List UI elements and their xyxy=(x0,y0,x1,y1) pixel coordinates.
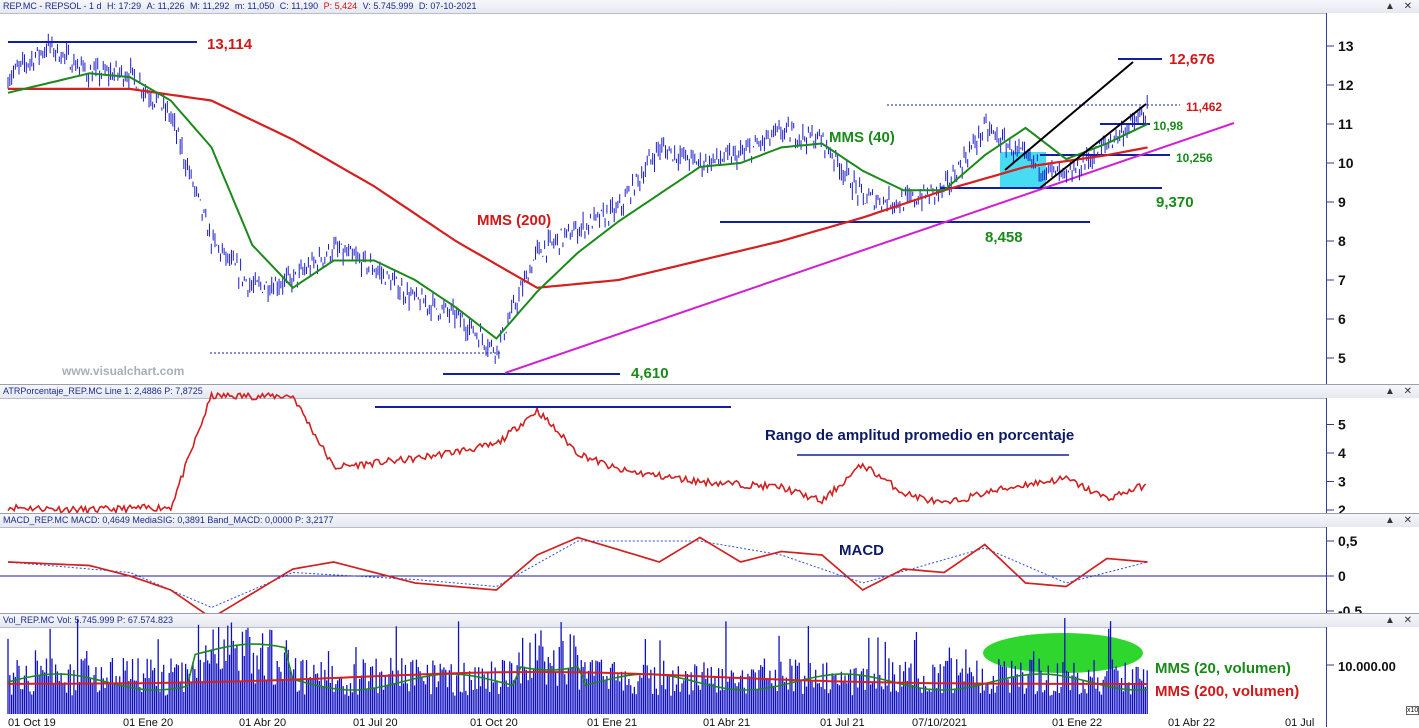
panel-window-buttons[interactable]: ▲ ✕ xyxy=(1384,515,1415,526)
label-mms40: MMS (40) xyxy=(829,129,895,146)
atr-line xyxy=(7,390,1147,516)
volume-chart: 01 Oct 19 01 Ene 20 01 Abr 20 01 Jul 20 01 O… xyxy=(7,618,1334,728)
y-tick-label: 0,5 xyxy=(1338,533,1358,549)
annotation-13114: 13,114 xyxy=(207,36,253,53)
x-axis-label: 01 Oct 19 xyxy=(8,717,56,728)
y-tick-label: 0 xyxy=(1338,568,1346,584)
y-tick-label: 4 xyxy=(1338,445,1346,461)
annotation-10256: 10,256 xyxy=(1176,151,1213,165)
x-axis-label: 07/10/2021 xyxy=(912,717,967,728)
corner-label: x10 xyxy=(1406,706,1419,715)
macd-panel-header: MACD_REP.MC MACD: 0,4649 MediaSIG: 0,389… xyxy=(0,514,1419,528)
volume-sma200-line xyxy=(8,671,1148,685)
label-mms20-volume: MMS (20, volumen) xyxy=(1155,660,1291,677)
y-tick-label: 13 xyxy=(1338,38,1354,54)
x-axis-label: 01 Abr 20 xyxy=(239,717,286,728)
label-macd: MACD xyxy=(839,542,884,559)
y-tick-label: 8 xyxy=(1338,233,1346,249)
volume-panel: Vol_REP.MC Vol: 5.745.999 P: 67.574.823 … xyxy=(0,613,1419,728)
annotation-9370: 9,370 xyxy=(1156,194,1194,211)
volume-ytick: 10.000.00 xyxy=(1338,659,1396,674)
y-tick-label: 2 xyxy=(1338,502,1346,518)
annotation-1098: 10,98 xyxy=(1153,119,1184,133)
x-axis-label: 01 Ene 22 xyxy=(1052,717,1102,728)
panel-window-buttons[interactable]: ▲ ✕ xyxy=(1384,615,1415,626)
macd-panel: MACD_REP.MC MACD: 0,4649 MediaSIG: 0,389… xyxy=(0,513,1419,620)
y-tick-label: 6 xyxy=(1338,311,1346,327)
atr-y-axis xyxy=(1326,398,1419,513)
sma200-line xyxy=(8,87,1148,289)
label-mms200: MMS (200) xyxy=(477,212,552,229)
x-axis-label: 01 Jul 21 xyxy=(820,717,865,728)
price-panel: REP.MC - REPSOL - 1 d H: 17:29 A: 11,226… xyxy=(0,0,1419,385)
label-mms200-volume: MMS (200, volumen) xyxy=(1155,683,1300,700)
trendline xyxy=(504,122,1235,374)
y-tick-label: 9 xyxy=(1338,194,1346,210)
macd-line xyxy=(7,536,1148,620)
sma40-line xyxy=(7,72,1149,340)
highlight-ellipse xyxy=(983,633,1143,673)
x-axis-label: 01 Jul xyxy=(1285,717,1314,728)
atr-chart: 5 4 3 2 xyxy=(7,390,1346,518)
y-tick-label: 7 xyxy=(1338,272,1346,288)
atr-panel: ATRPorcentaje_REP.MC Line 1: 2,4886 P: 7… xyxy=(0,384,1419,518)
y-tick-label: 12 xyxy=(1338,77,1354,93)
volume-sma20-line xyxy=(7,643,1148,691)
macd-y-axis xyxy=(1326,527,1419,614)
panel-window-buttons[interactable]: ▲ ✕ xyxy=(1384,386,1415,397)
panel-window-buttons[interactable]: ▲ ✕ xyxy=(1384,1,1415,12)
price-panel-header: REP.MC - REPSOL - 1 d H: 17:29 A: 11,226… xyxy=(0,0,1419,14)
x-axis-label: 01 Jul 20 xyxy=(353,717,398,728)
price-bars xyxy=(7,33,1148,364)
watermark: www.visualchart.com xyxy=(62,364,185,378)
annotation-12676: 12,676 xyxy=(1169,51,1215,68)
annotation-11462: 11,462 xyxy=(1186,100,1223,114)
channel-line-upper xyxy=(1004,61,1134,171)
atr-panel-header: ATRPorcentaje_REP.MC Line 1: 2,4886 P: 7… xyxy=(0,385,1419,399)
x-axis-label: 01 Oct 20 xyxy=(470,717,518,728)
x-axis-label: 01 Abr 21 xyxy=(703,717,750,728)
x-axis-label: 01 Ene 20 xyxy=(123,717,173,728)
y-tick-label: 3 xyxy=(1338,474,1346,490)
x-axis-label: 01 Ene 21 xyxy=(587,717,637,728)
y-tick-label: 10 xyxy=(1338,155,1354,171)
label-atr: Rango de amplitud promedio en porcentaje xyxy=(765,427,1075,444)
price-chart: 13 12 11 10 9 8 7 6 5 xyxy=(7,33,1354,375)
price-y-axis xyxy=(1326,13,1419,385)
y-tick-label: 11 xyxy=(1338,116,1353,132)
y-tick-label: 5 xyxy=(1338,350,1346,366)
signal-line xyxy=(7,540,1148,609)
channel-line-lower xyxy=(1039,103,1147,189)
x-axis-label: 01 Abr 22 xyxy=(1168,717,1215,728)
annotation-4610: 4,610 xyxy=(631,365,669,382)
y-tick-label: 5 xyxy=(1338,417,1346,433)
volume-y-axis xyxy=(1326,627,1419,727)
macd-chart: 0,50-0,5 xyxy=(0,533,1362,620)
annotation-8458: 8,458 xyxy=(985,229,1023,246)
highlight-box xyxy=(1000,152,1046,188)
